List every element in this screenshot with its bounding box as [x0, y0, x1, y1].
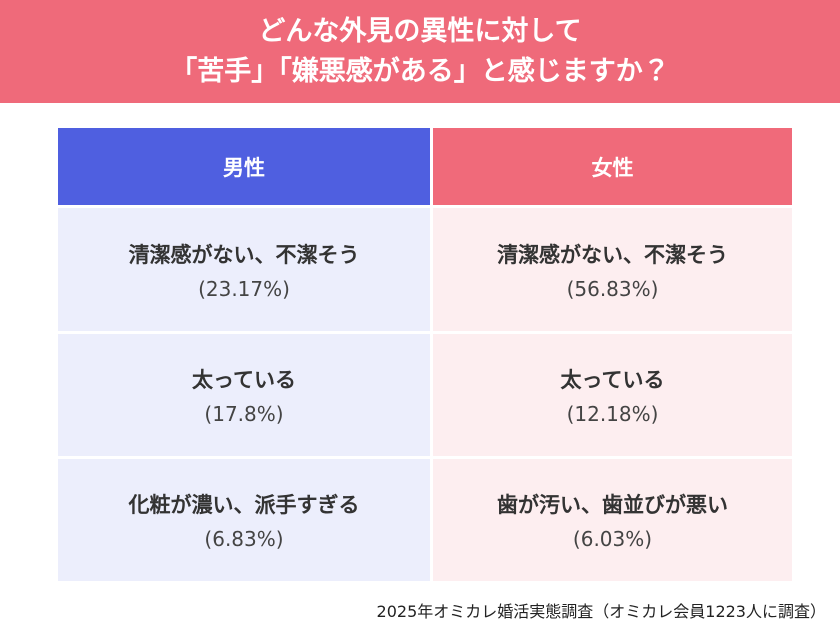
cell-value: (56.83%) — [566, 276, 659, 301]
title-line: どんな外見の異性に対して — [258, 16, 582, 47]
table-cell: 清潔感がない、不潔そう (56.83%) — [433, 208, 792, 331]
column-header: 男性 — [58, 128, 430, 205]
title-line: 「苦手」「嫌悪感がある」と感じますか？ — [170, 56, 670, 87]
cell-label: 化粧が濃い、派手すぎる — [128, 493, 360, 517]
cell-value: (17.8%) — [204, 402, 284, 426]
cell-value: (23.17%) — [198, 276, 290, 301]
table-cell: 化粧が濃い、派手すぎる (6.83%) — [58, 459, 430, 581]
cell-label: 清潔感がない、不潔そう — [497, 242, 728, 267]
source-note: 2025年オミカレ婚活実態調査（オミカレ会員1223人に調査） — [376, 602, 826, 621]
header-banner: どんな外見の異性に対して 「苦手」「嫌悪感がある」と感じますか？ — [0, 0, 840, 103]
table-cell: 歯が汚い、歯並びが悪い (6.03%) — [433, 459, 792, 581]
table-cell: 太っている (12.18%) — [433, 334, 792, 456]
table-cell: 清潔感がない、不潔そう (23.17%) — [58, 208, 430, 331]
cell-value: (6.83%) — [204, 527, 284, 551]
cell-label: 歯が汚い、歯並びが悪い — [497, 493, 728, 517]
table-cell: 太っている (17.8%) — [58, 334, 430, 456]
cell-label: 清潔感がない、不潔そう — [128, 242, 360, 267]
cell-label: 太っている — [192, 368, 296, 392]
cell-label: 太っている — [560, 368, 665, 392]
column-header: 女性 — [433, 128, 792, 205]
cell-value: (6.03%) — [572, 527, 653, 551]
cell-value: (12.18%) — [566, 402, 659, 426]
table: 男性 女性清潔感がない、不潔そう (23.17%) 清潔感がない、不潔そう (56.83… — [58, 128, 792, 581]
